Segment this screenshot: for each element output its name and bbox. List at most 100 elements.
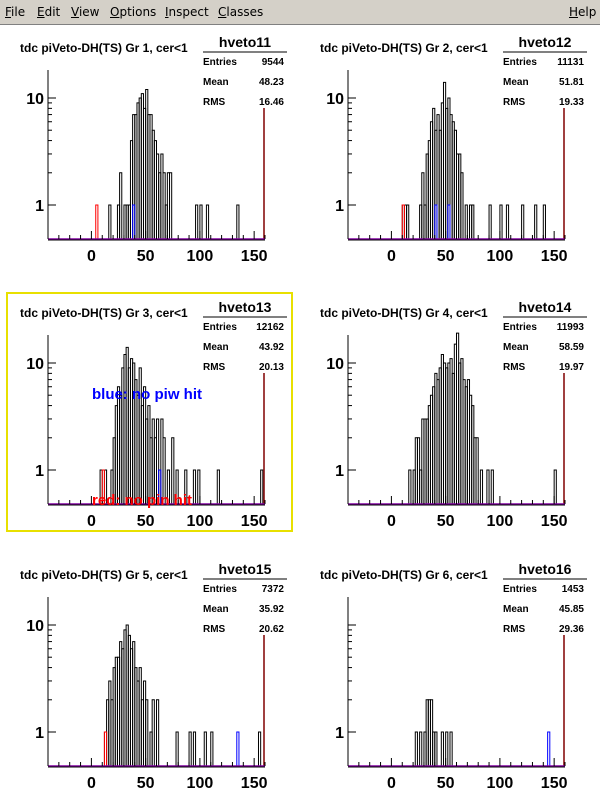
stats-mean-value: 51.81 [559, 77, 584, 88]
menu-classes-label: lasses [226, 5, 264, 19]
y-tick-label: 10 [326, 356, 344, 373]
histogram-bar [406, 204, 410, 239]
histogram-bar [445, 731, 449, 766]
histogram-canvas[interactable]: tdc piVeto-DH(TS) Gr 1, cer<1 hveto11 Entr… [0, 25, 600, 800]
stats-mean-label: Mean [503, 604, 529, 615]
menu-bar: File Edit View Options Inspect Classes H… [0, 0, 600, 25]
histogram-bar [490, 469, 494, 504]
menu-inspect[interactable]: Inspect [165, 5, 209, 19]
stats-rms-value: 19.97 [559, 362, 584, 373]
histogram-bar [475, 437, 479, 504]
histogram-pad-2[interactable]: tdc piVeto-DH(TS) Gr 2, cer<1 hveto12 Entr… [320, 34, 587, 265]
histogram-pad-3[interactable]: tdc piVeto-DH(TS) Gr 3, cer<1 hveto13 Entr… [6, 292, 293, 532]
histogram-bar [195, 204, 199, 239]
stats-mean-label: Mean [503, 342, 529, 353]
stats-entries-label: Entries [203, 57, 237, 68]
histogram-bar [108, 204, 112, 239]
histogram-pad-4[interactable]: tdc piVeto-DH(TS) Gr 4, cer<1 hveto14 Entr… [320, 299, 587, 530]
histogram-bar [192, 469, 197, 504]
selected-pad-frame [6, 292, 293, 532]
histogram-bar [521, 204, 525, 239]
stats-entries-value: 12162 [256, 322, 284, 333]
menu-view-label: iew [78, 5, 100, 19]
y-tick-label: 10 [326, 91, 344, 108]
stats-rms-value: 20.62 [259, 624, 284, 635]
x-tick-label: 100 [187, 513, 214, 530]
stats-entries-value: 11131 [557, 57, 584, 68]
stats-rms-label: RMS [503, 362, 526, 373]
histogram-bar [162, 437, 166, 504]
root-canvas[interactable]: tdc piVeto-DH(TS) Gr 1, cer<1 hveto11 Entr… [0, 25, 600, 800]
stats-entries-label: Entries [503, 57, 537, 68]
stats-box [203, 47, 287, 121]
menu-edit-label: dit [44, 5, 61, 19]
histogram-bar [188, 731, 192, 766]
y-tick-label: 10 [26, 618, 44, 635]
histogram-bar [151, 699, 155, 766]
no-pin-hit-bar [103, 731, 108, 766]
stats-box [503, 312, 587, 386]
stats-histogram-name: hveto14 [519, 299, 572, 315]
menu-options-label: ptions [119, 5, 157, 19]
y-tick-label: 1 [35, 725, 44, 742]
x-tick-label: 150 [241, 775, 268, 792]
stats-entries-value: 9544 [262, 57, 285, 68]
histogram-bar [440, 731, 444, 766]
no-piw-hit-bar [447, 204, 451, 239]
x-tick-label: 50 [437, 248, 455, 265]
histogram-pad-5[interactable]: tdc piVeto-DH(TS) Gr 5, cer<1 hveto15 Entr… [20, 561, 287, 792]
histogram-bar [553, 469, 557, 504]
histogram-bar [499, 204, 503, 239]
stats-rms-value: 29.36 [559, 624, 584, 635]
menu-inspect-label: nspect [168, 5, 209, 19]
histogram-title: tdc piVeto-DH(TS) Gr 4, cer<1 [320, 306, 488, 320]
stats-rms-label: RMS [503, 97, 526, 108]
histogram-bar [534, 204, 538, 239]
stats-entries-label: Entries [203, 322, 237, 333]
histogram-bar [434, 731, 438, 766]
menu-file[interactable]: File [5, 5, 25, 19]
menu-help-accel: H [569, 5, 579, 19]
histogram-bar [449, 731, 453, 766]
x-tick-label: 0 [387, 513, 396, 530]
stats-mean-value: 58.59 [559, 342, 584, 353]
menu-help-label: elp [578, 5, 597, 19]
histogram-title: tdc piVeto-DH(TS) Gr 3, cer<1 [20, 306, 188, 320]
no-pin-hit-bar [401, 204, 405, 239]
stats-entries-label: Entries [203, 584, 237, 595]
histogram-bar [460, 172, 464, 239]
x-tick-label: 150 [541, 513, 568, 530]
menu-classes-accel: C [218, 5, 227, 19]
menu-classes[interactable]: Classes [218, 5, 263, 19]
histogram-bar [205, 204, 210, 239]
y-tick-label: 1 [335, 725, 344, 742]
stats-mean-value: 45.85 [559, 604, 584, 615]
x-tick-label: 0 [87, 248, 96, 265]
stats-box [203, 574, 287, 648]
histogram-bar [119, 172, 123, 239]
x-tick-label: 50 [137, 775, 155, 792]
histogram-bar [216, 469, 220, 504]
stats-mean-value: 35.92 [259, 604, 284, 615]
x-tick-label: 0 [387, 248, 396, 265]
x-tick-label: 50 [437, 513, 455, 530]
histogram-bar [166, 469, 171, 504]
histogram-pad-1[interactable]: tdc piVeto-DH(TS) Gr 1, cer<1 hveto11 Entr… [20, 34, 287, 265]
annotation-no-pin-hit: red: no pin hit [92, 492, 192, 509]
x-tick-label: 150 [541, 775, 568, 792]
x-tick-label: 150 [241, 248, 268, 265]
histogram-bar [184, 469, 188, 504]
menu-view[interactable]: View [71, 5, 99, 19]
no-piw-hit-bar [434, 204, 438, 239]
stats-rms-label: RMS [203, 624, 226, 635]
histogram-bar [471, 204, 475, 239]
menu-help[interactable]: Help [569, 5, 596, 19]
no-pin-hit-bar [101, 469, 105, 504]
no-piw-hit-bar [236, 731, 240, 766]
x-tick-label: 50 [137, 248, 155, 265]
stats-rms-label: RMS [203, 97, 226, 108]
stats-mean-value: 48.23 [259, 77, 284, 88]
menu-options[interactable]: Options [110, 5, 156, 19]
histogram-pad-6[interactable]: tdc piVeto-DH(TS) Gr 6, cer<1 hveto16 Entr… [320, 561, 587, 792]
menu-edit[interactable]: Edit [37, 5, 60, 19]
